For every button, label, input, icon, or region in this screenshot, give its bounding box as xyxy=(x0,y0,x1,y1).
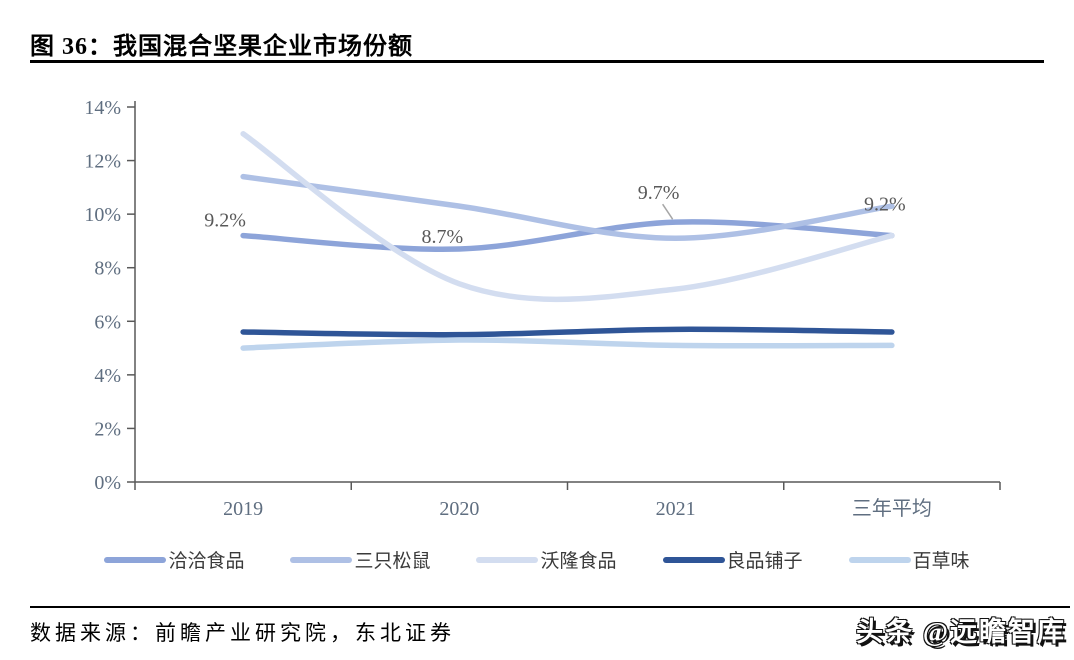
legend-line-swatch xyxy=(290,556,353,563)
series-line-1 xyxy=(240,219,895,252)
data-label: 9.2% xyxy=(864,194,906,216)
title-divider xyxy=(30,60,1044,63)
legend-label: 百草味 xyxy=(912,551,970,572)
legend-item: 百草味 xyxy=(848,546,970,573)
legend-label: 良品铺子 xyxy=(726,551,803,572)
data-label: 9.7% xyxy=(638,182,680,204)
chart-legend: 洽洽食品 三只松鼠 沃隆食品 良品铺子 百草味 xyxy=(0,546,1074,573)
series-line-3 xyxy=(240,131,895,303)
series-line-4 xyxy=(240,326,895,338)
y-axis-label: 14% xyxy=(84,97,121,119)
legend-line-swatch xyxy=(104,556,167,563)
series-line-2 xyxy=(240,173,895,241)
legend-label: 三只松鼠 xyxy=(354,551,431,572)
footer-divider xyxy=(30,606,1070,608)
legend-line-swatch xyxy=(476,556,539,563)
legend-item: 良品铺子 xyxy=(662,546,803,573)
y-axis-label: 2% xyxy=(94,418,121,440)
x-axis-category-label: 2019 xyxy=(223,498,263,520)
y-axis-label: 0% xyxy=(94,472,121,494)
data-label-leader-line xyxy=(662,203,674,220)
legend-label: 沃隆食品 xyxy=(540,551,617,572)
figure-title: 图 36：我国混合坚果企业市场份额 xyxy=(30,34,413,60)
legend-line-swatch xyxy=(662,556,725,563)
y-axis-label: 8% xyxy=(94,258,121,280)
line-chart: 0% 2% 4% 6% 8% 10% 12% 14% 2019 2020 2021 三年平均 9.2% 8… xyxy=(84,97,1001,520)
y-axis-label: 4% xyxy=(94,365,121,387)
y-axis-label: 10% xyxy=(84,204,121,226)
x-axis-category-label: 三年平均 xyxy=(852,497,932,520)
legend-item: 洽洽食品 xyxy=(104,546,244,573)
y-axis-label: 12% xyxy=(84,151,121,173)
legend-item: 三只松鼠 xyxy=(290,546,430,573)
data-label: 8.7% xyxy=(422,226,464,248)
watermark-text: 头条 @远瞻智库 xyxy=(856,617,1066,647)
data-source-text: 数据来源：前瞻产业研究院，东北证券 xyxy=(30,621,455,645)
y-axis-label: 6% xyxy=(94,311,121,333)
legend-item: 沃隆食品 xyxy=(476,546,617,573)
legend-line-swatch xyxy=(848,556,911,563)
data-label: 9.2% xyxy=(204,210,246,232)
series-line-5 xyxy=(240,337,895,351)
legend-label: 洽洽食品 xyxy=(168,551,245,572)
x-axis-category-label: 2021 xyxy=(656,498,696,520)
x-axis-category-label: 2020 xyxy=(439,498,479,520)
